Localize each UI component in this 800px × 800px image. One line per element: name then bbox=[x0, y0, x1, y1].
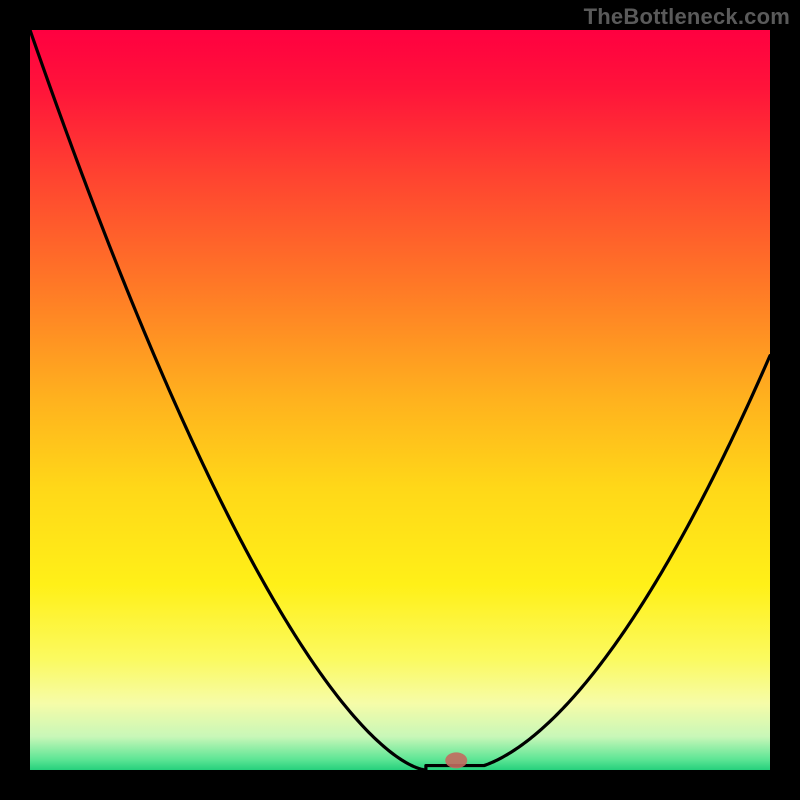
watermark-text: TheBottleneck.com bbox=[584, 4, 790, 30]
bottleneck-chart bbox=[0, 0, 800, 800]
optimal-marker bbox=[445, 752, 467, 768]
plot-background bbox=[30, 30, 770, 770]
chart-container: TheBottleneck.com bbox=[0, 0, 800, 800]
